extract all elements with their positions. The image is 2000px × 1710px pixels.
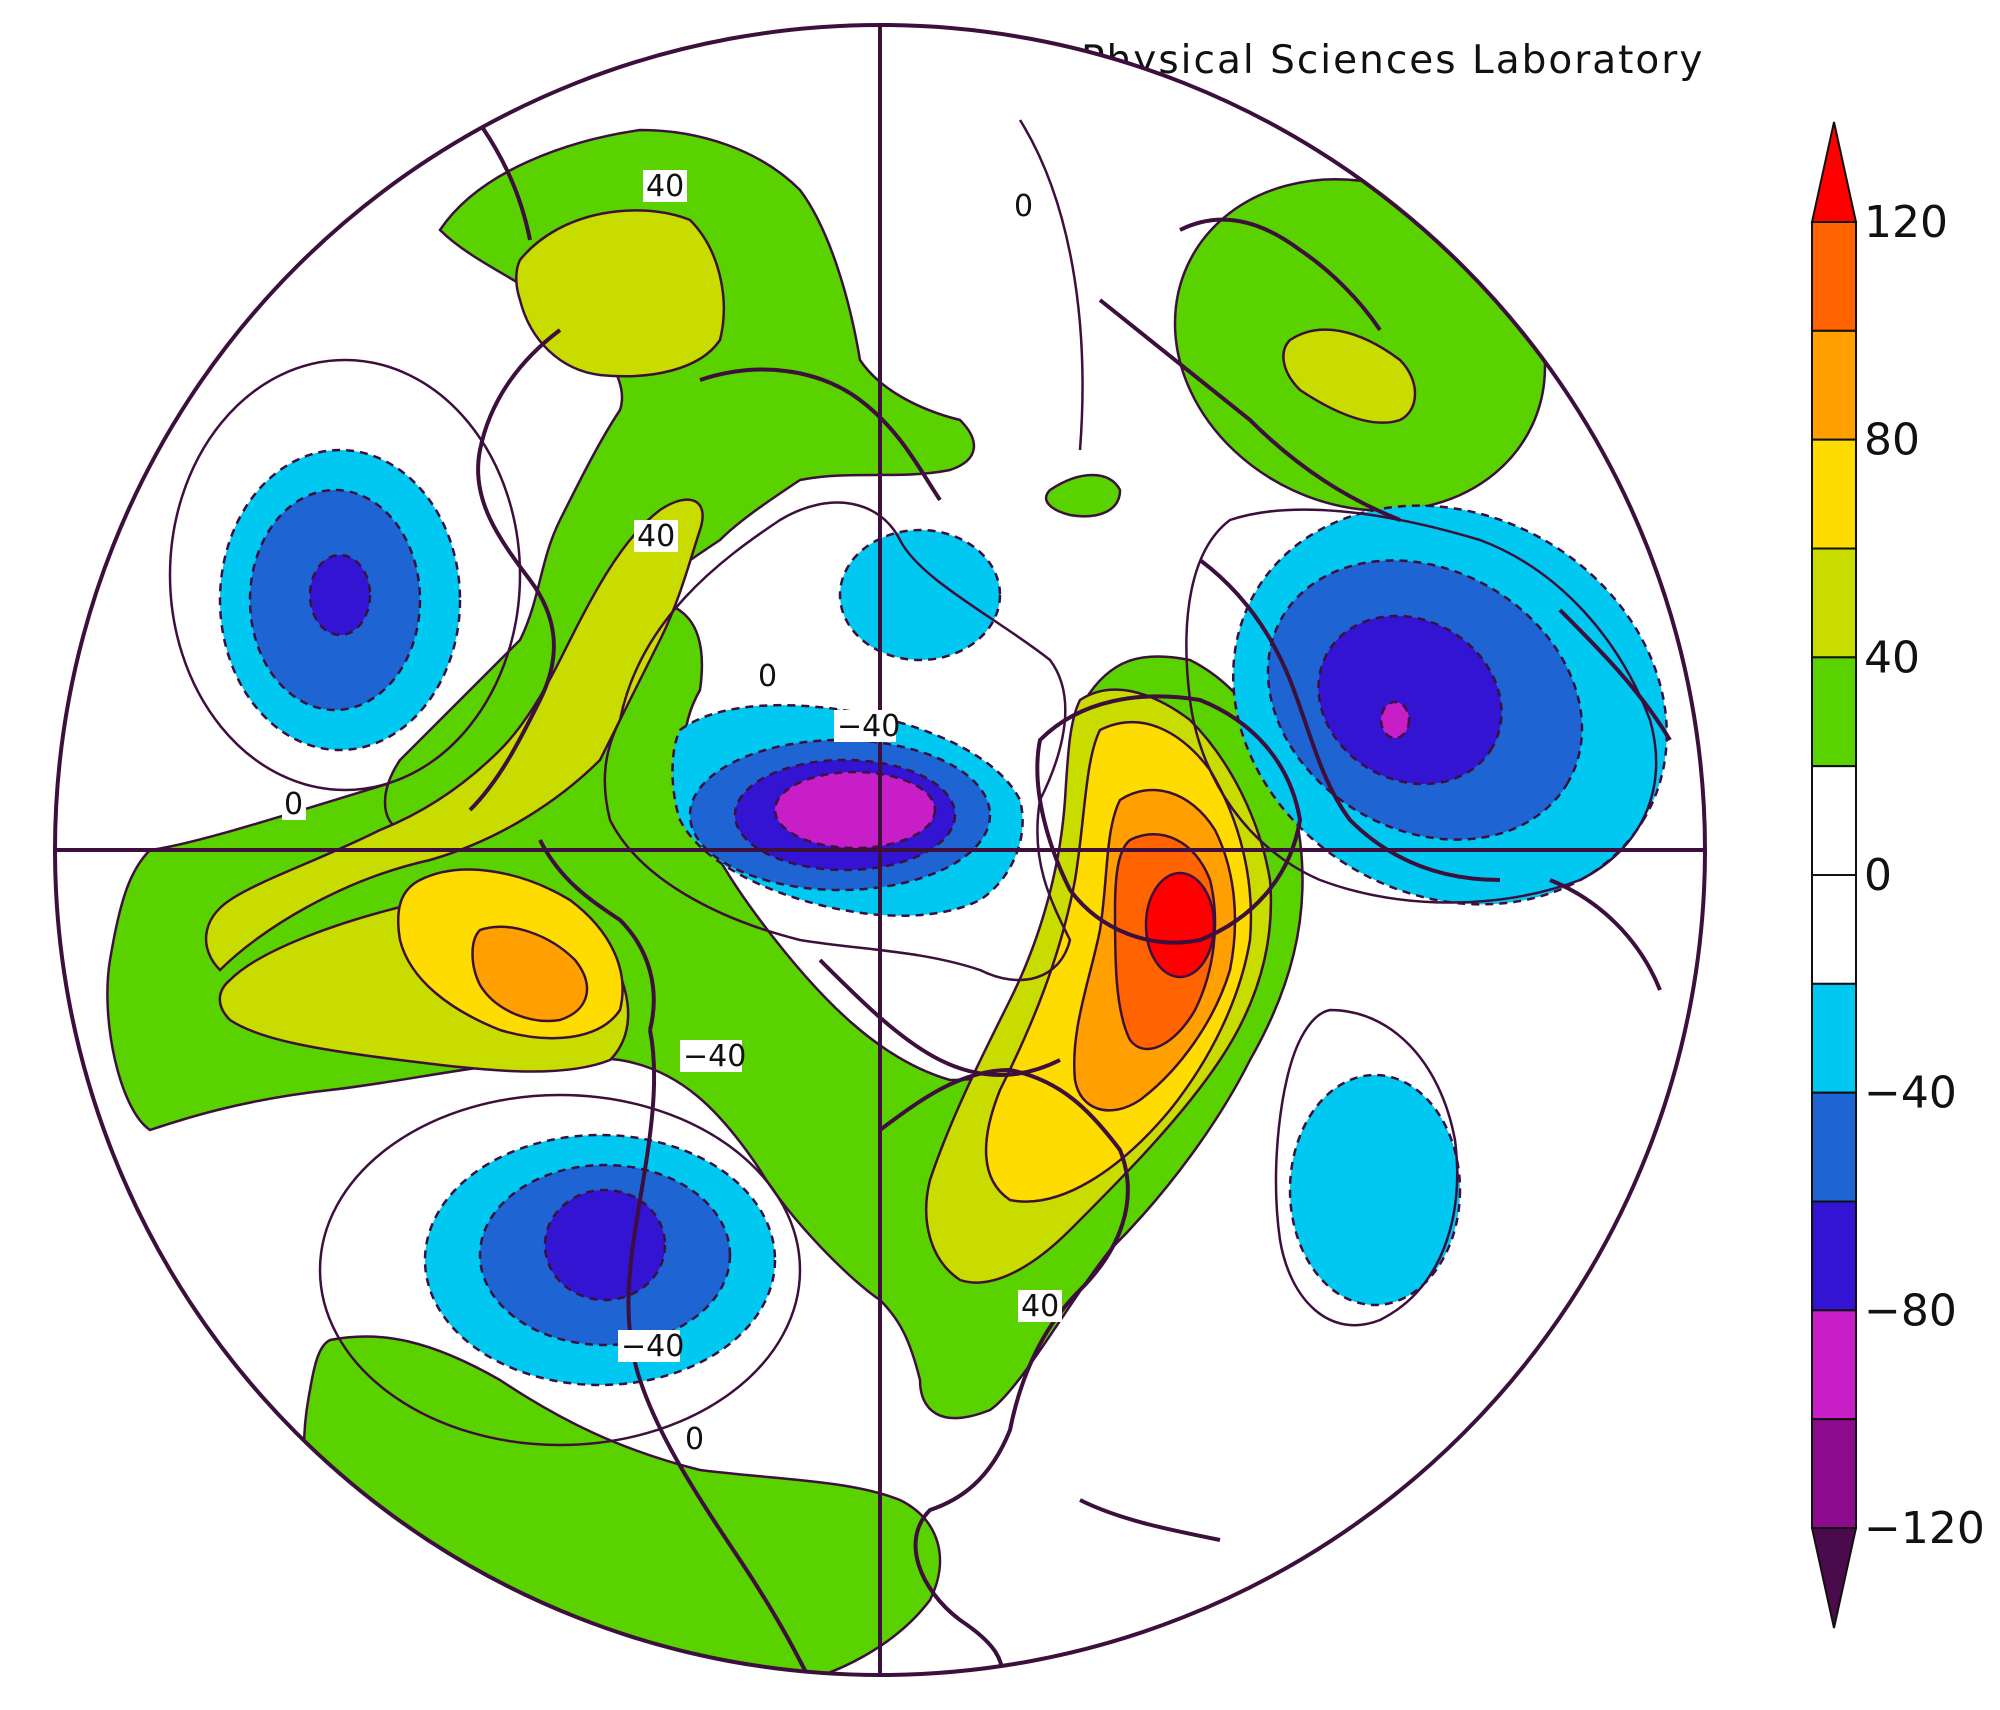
contour-label-group: 40 (1018, 1289, 1062, 1324)
coastline-asia (468, 328, 562, 812)
contour-label-group: 40 (643, 169, 687, 204)
orange-band-regions (471, 788, 1237, 1112)
coastline-siberia-north (699, 367, 942, 502)
contour-label: 40 (1021, 1289, 1059, 1324)
darkblue-region-pacific-northwest (308, 553, 372, 637)
contour-label-group: 0 (756, 659, 780, 694)
zero-contour-pacific-northwest (168, 358, 522, 792)
coastline-europe (1198, 558, 1501, 882)
zero-contour-north (1018, 119, 1084, 451)
contour-label: −40 (621, 1329, 684, 1364)
zero-contours (168, 119, 1658, 1447)
contour-label-group: −40 (680, 1039, 746, 1074)
map-boundary-circle (53, 23, 1707, 1677)
coastline-caribbean (1079, 1498, 1221, 1542)
coastline-greenland (1035, 694, 1303, 945)
coastline-north-america-west (626, 1029, 822, 1675)
contour-label: 0 (284, 787, 303, 822)
coastline-africa-north (1549, 878, 1662, 991)
magenta-band-regions (773, 700, 1411, 850)
graticule (55, 25, 1705, 1675)
coastline-canada-arctic (818, 958, 1061, 1077)
contour-label-group: −40 (834, 709, 900, 744)
contour-label-group: 0 (1012, 189, 1036, 224)
orange-region-alaska (471, 925, 589, 1023)
contour-label: −40 (683, 1039, 746, 1074)
coastline-europe-north (1098, 298, 1401, 522)
magenta-region-arctic (773, 770, 937, 850)
contour-label: −40 (837, 709, 900, 744)
red-region-canada-center (1144, 871, 1216, 979)
darkblue-region-eastern-pacific (543, 1188, 667, 1302)
lightblue-region-greenland-sea (838, 528, 1002, 662)
green-region-arctic-north (1044, 473, 1122, 518)
darkblue-region-europe (1317, 614, 1503, 786)
zero-contour-atlantic (1274, 1008, 1459, 1327)
coastline-scandinavia (1179, 217, 1382, 332)
magenta-region-europe (1379, 700, 1411, 740)
coastline-mideast (1558, 608, 1672, 742)
zero-contour-eastern-pacific (318, 1093, 802, 1447)
coastline-alaska (538, 839, 656, 1031)
lightblue-region-atlantic-south (1288, 1073, 1462, 1307)
contour-label: 0 (1014, 189, 1033, 224)
yellowgreen-region-siberia (515, 209, 725, 378)
yellowgreen-region-scandinavia (1282, 328, 1417, 424)
contour-label: 0 (685, 1422, 704, 1457)
coastlines (468, 108, 1672, 1675)
contour-label-group: 0 (282, 787, 306, 822)
contour-label: 0 (758, 659, 777, 694)
contour-label-group: 40 (634, 519, 678, 554)
contour-label: 40 (637, 519, 675, 554)
contour-labels: 40 40 0 0 0 −40 −40 −40 40 0 (282, 169, 1062, 1457)
contour-label-group: −40 (618, 1329, 684, 1364)
zero-contour-europe (1185, 508, 1658, 904)
contour-label: 40 (646, 169, 684, 204)
contour-label-group: 0 (683, 1422, 707, 1457)
